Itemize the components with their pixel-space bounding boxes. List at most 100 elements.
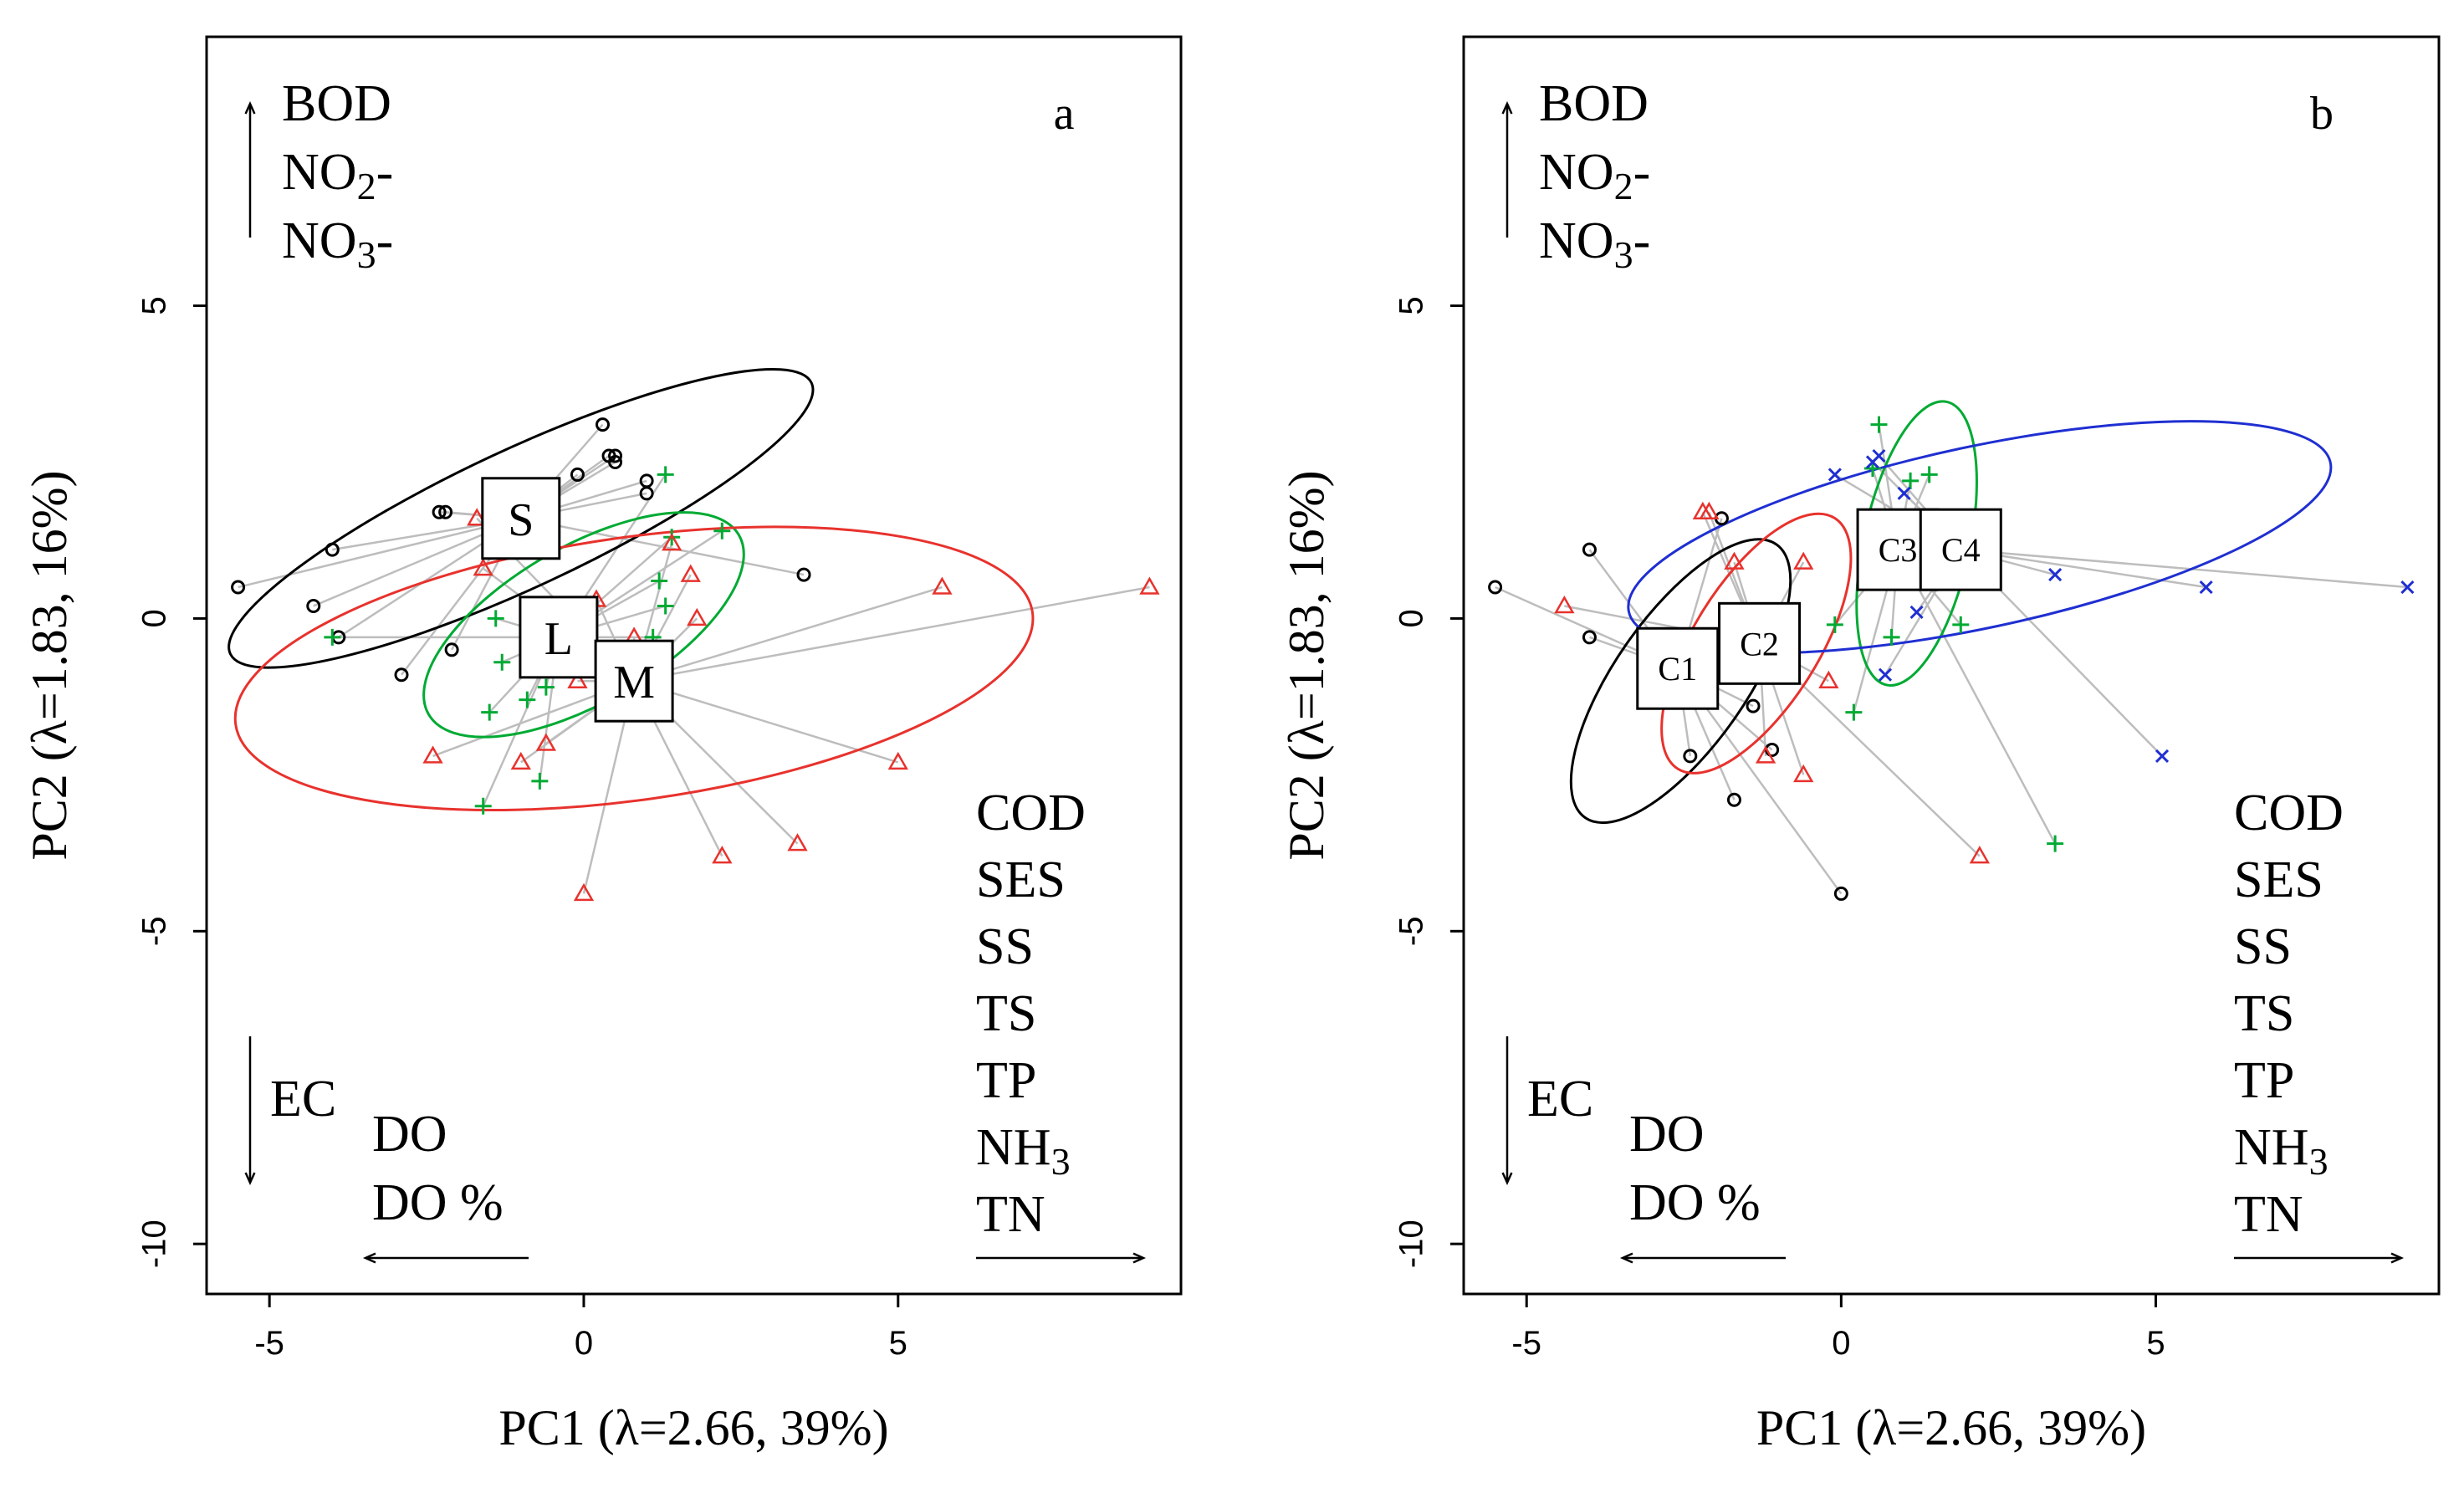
group-ellipse-C1 [1569, 538, 1792, 825]
spoke-line [633, 585, 943, 683]
data-point-triangle [887, 751, 908, 770]
data-point-triangle [473, 558, 493, 576]
points-L [324, 466, 731, 815]
data-point-plus [474, 797, 492, 815]
data-point-plus [651, 572, 668, 590]
loading-label-right: TP [976, 1052, 1036, 1109]
y-tick-label: 5 [1393, 296, 1430, 314]
data-point-plus [657, 597, 674, 615]
group-ellipse-C4 [1627, 420, 2333, 655]
loading-label-right: TP [2234, 1052, 2294, 1109]
spoke-line [1960, 548, 2408, 589]
y-tick-label: -5 [1393, 917, 1430, 947]
panel-letter: a [1054, 88, 1075, 140]
data-point-triangle [712, 846, 733, 864]
group-label: C1 [1658, 650, 1697, 688]
data-point-triangle [787, 833, 808, 851]
data-point-circle [639, 473, 654, 488]
loading-label-right: TS [2234, 985, 2294, 1042]
spoke-line [633, 679, 899, 764]
data-point-x [1897, 486, 1911, 500]
y-tick-label: -10 [136, 1220, 173, 1268]
data-point-triangle [1139, 576, 1160, 595]
arrow-right-head [2390, 1252, 2405, 1264]
data-point-circle [438, 504, 453, 519]
x-tick-label: 5 [889, 1325, 907, 1362]
data-point-triangle [932, 576, 953, 595]
data-point-x [2400, 580, 2415, 595]
centroid-box [481, 477, 561, 560]
panel-letter: b [2310, 88, 2334, 140]
loading-label-down: EC [1527, 1071, 1593, 1128]
loading-label-right: SES [976, 851, 1066, 908]
data-point-plus [1845, 703, 1863, 721]
data-point-circle [1488, 580, 1503, 595]
data-point-circle [325, 542, 340, 557]
x-tick-label: 0 [575, 1325, 593, 1362]
data-point-circle [306, 598, 321, 613]
data-point-plus [537, 678, 555, 696]
spoke-line [633, 585, 1150, 683]
data-point-plus [2047, 835, 2064, 852]
loading-label-up: NO3- [1539, 212, 1650, 276]
centroid-box [1718, 601, 1802, 685]
data-point-triangle [467, 508, 488, 526]
data-point-circle [394, 667, 409, 683]
y-axis-title: PC2 (λ=1.83, 16%) [22, 470, 77, 860]
y-tick-label: 5 [136, 296, 173, 314]
data-point-plus [493, 653, 511, 671]
data-point-plus [663, 529, 681, 546]
data-point-plus [481, 703, 498, 721]
y-tick-label: -10 [1393, 1220, 1430, 1268]
data-point-plus [1920, 466, 1938, 483]
data-point-x [2155, 749, 2170, 763]
data-point-triangle [567, 670, 588, 688]
x-tick-label: 5 [2146, 1325, 2165, 1362]
data-point-triangle [573, 882, 595, 902]
data-point-circle [1726, 792, 1741, 807]
data-point-circle [1582, 542, 1597, 557]
data-point-triangle [1755, 745, 1776, 764]
data-point-triangle [535, 733, 557, 751]
data-point-circle [231, 580, 246, 595]
loading-label-up: BOD [1539, 75, 1649, 132]
x-tick-label: -5 [1511, 1325, 1541, 1362]
data-point-triangle [1554, 595, 1575, 614]
data-point-triangle [510, 751, 531, 770]
arrow-left-head [362, 1252, 376, 1264]
data-point-triangle [1818, 670, 1839, 688]
loading-label-right: TN [976, 1186, 1045, 1243]
panel-b: -5 0 5 5 0 -5 -10 PC1 (λ=2.66, 39%) PC2 (λ=1.83,… [1279, 35, 2441, 1455]
data-point-circle [1746, 698, 1761, 713]
data-point-circle [444, 642, 459, 657]
data-point-x [1909, 605, 1924, 620]
group-label: S [508, 494, 534, 546]
points-C4 [1828, 448, 2415, 763]
loading-label-down: EC [270, 1071, 336, 1128]
data-point-x [2048, 568, 2063, 582]
y-axis-title: PC2 (λ=1.83, 16%) [1279, 470, 1334, 860]
arrow-right-head [1132, 1252, 1147, 1264]
loading-label-right: COD [976, 785, 1086, 841]
x-tick-label: -5 [254, 1325, 284, 1362]
data-point-triangle [687, 607, 708, 626]
data-point-circle [596, 417, 611, 432]
data-point-x [2199, 580, 2213, 595]
spoke-line [1896, 549, 2057, 845]
loading-label-left: DO [372, 1106, 447, 1163]
points-C2 [1554, 501, 1991, 864]
loading-label-right: NH3 [2234, 1119, 2329, 1183]
spoke-line [238, 517, 522, 589]
data-point-plus [1870, 416, 1888, 433]
x-tick-label: 0 [1832, 1325, 1850, 1362]
data-point-plus [1883, 628, 1900, 646]
data-point-plus [1952, 616, 1970, 633]
data-point-triangle [662, 533, 682, 551]
data-point-plus [531, 772, 549, 790]
loading-label-right: TN [2234, 1186, 2303, 1243]
loading-label-right: COD [2234, 785, 2344, 841]
loading-label-right: SES [2234, 851, 2323, 908]
group-label: C2 [1740, 625, 1779, 662]
loading-label-right: SS [976, 918, 1034, 975]
